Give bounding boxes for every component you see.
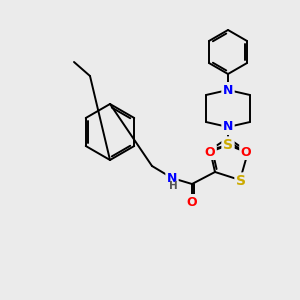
- Text: O: O: [241, 146, 251, 158]
- Text: N: N: [223, 121, 233, 134]
- Text: S: S: [236, 174, 246, 188]
- Text: H: H: [169, 181, 177, 191]
- Text: O: O: [187, 196, 197, 208]
- Text: N: N: [223, 83, 233, 97]
- Text: S: S: [223, 138, 233, 152]
- Text: N: N: [167, 172, 177, 184]
- Text: O: O: [205, 146, 215, 158]
